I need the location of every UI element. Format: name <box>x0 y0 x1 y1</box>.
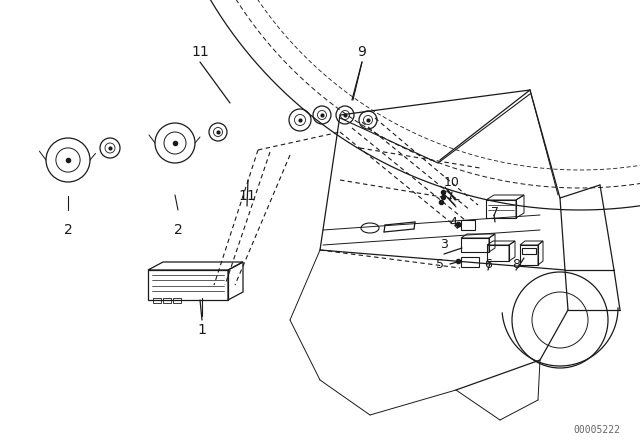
Bar <box>153 298 161 303</box>
Bar <box>522 248 536 254</box>
Bar <box>148 270 228 300</box>
Text: 11: 11 <box>238 189 256 203</box>
Bar <box>461 220 475 230</box>
Text: 9: 9 <box>358 45 367 59</box>
Bar <box>486 200 516 218</box>
Text: 5: 5 <box>436 258 444 271</box>
Text: 3: 3 <box>440 237 448 250</box>
Text: 6: 6 <box>484 258 492 271</box>
Text: 10: 10 <box>444 176 460 189</box>
Bar <box>520 245 538 265</box>
Text: 1: 1 <box>198 323 207 337</box>
Text: 7: 7 <box>491 207 499 220</box>
Bar <box>163 298 171 303</box>
Text: 4: 4 <box>449 215 457 228</box>
Bar <box>461 238 489 252</box>
Text: 00005222: 00005222 <box>573 425 620 435</box>
Text: 11: 11 <box>191 45 209 59</box>
Bar <box>487 245 509 261</box>
Text: 2: 2 <box>63 223 72 237</box>
Bar <box>173 298 181 303</box>
Text: 8: 8 <box>512 258 520 271</box>
Text: 2: 2 <box>173 223 182 237</box>
Bar <box>461 257 479 267</box>
